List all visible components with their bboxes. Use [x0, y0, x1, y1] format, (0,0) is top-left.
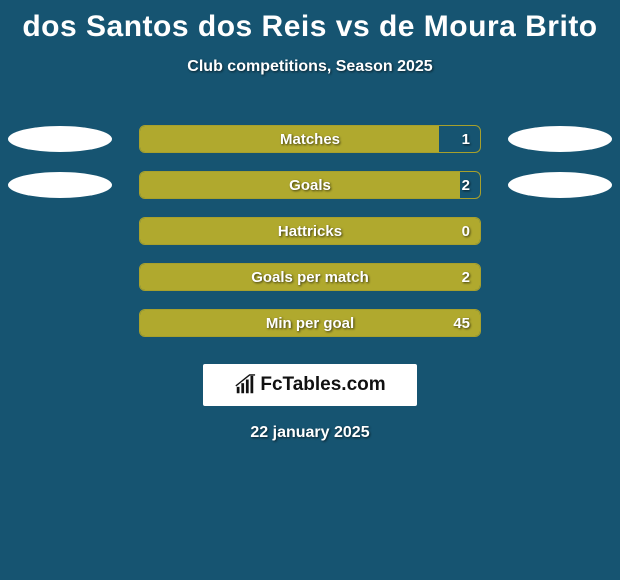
- footer-date: 22 january 2025: [0, 424, 620, 442]
- stat-value: 0: [462, 223, 470, 240]
- stat-label: Goals per match: [140, 269, 480, 286]
- stats-chart: Matches1Goals2Hattricks0Goals per match2…: [0, 116, 620, 346]
- stat-bar: Goals2: [139, 171, 481, 199]
- stat-row: Matches1: [0, 116, 620, 162]
- stat-label: Goals: [140, 177, 480, 194]
- stat-value: 1: [462, 131, 470, 148]
- stat-value: 2: [462, 269, 470, 286]
- bar-chart-icon: [234, 374, 256, 396]
- stat-row: Min per goal45: [0, 300, 620, 346]
- logo[interactable]: FcTables.com: [203, 364, 417, 406]
- stat-bar: Min per goal45: [139, 309, 481, 337]
- stat-row: Hattricks0: [0, 208, 620, 254]
- page-subtitle: Club competitions, Season 2025: [0, 58, 620, 76]
- page-title: dos Santos dos Reis vs de Moura Brito: [0, 10, 620, 44]
- right-oval: [508, 172, 612, 198]
- stat-bar: Matches1: [139, 125, 481, 153]
- logo-text: FcTables.com: [260, 374, 385, 396]
- stat-label: Matches: [140, 131, 480, 148]
- stat-bar: Goals per match2: [139, 263, 481, 291]
- stat-label: Hattricks: [140, 223, 480, 240]
- stat-label: Min per goal: [140, 315, 480, 332]
- stat-bar: Hattricks0: [139, 217, 481, 245]
- stat-value: 45: [453, 315, 470, 332]
- stat-row: Goals2: [0, 162, 620, 208]
- stat-value: 2: [462, 177, 470, 194]
- left-oval: [8, 172, 112, 198]
- right-oval: [508, 126, 612, 152]
- stat-row: Goals per match2: [0, 254, 620, 300]
- left-oval: [8, 126, 112, 152]
